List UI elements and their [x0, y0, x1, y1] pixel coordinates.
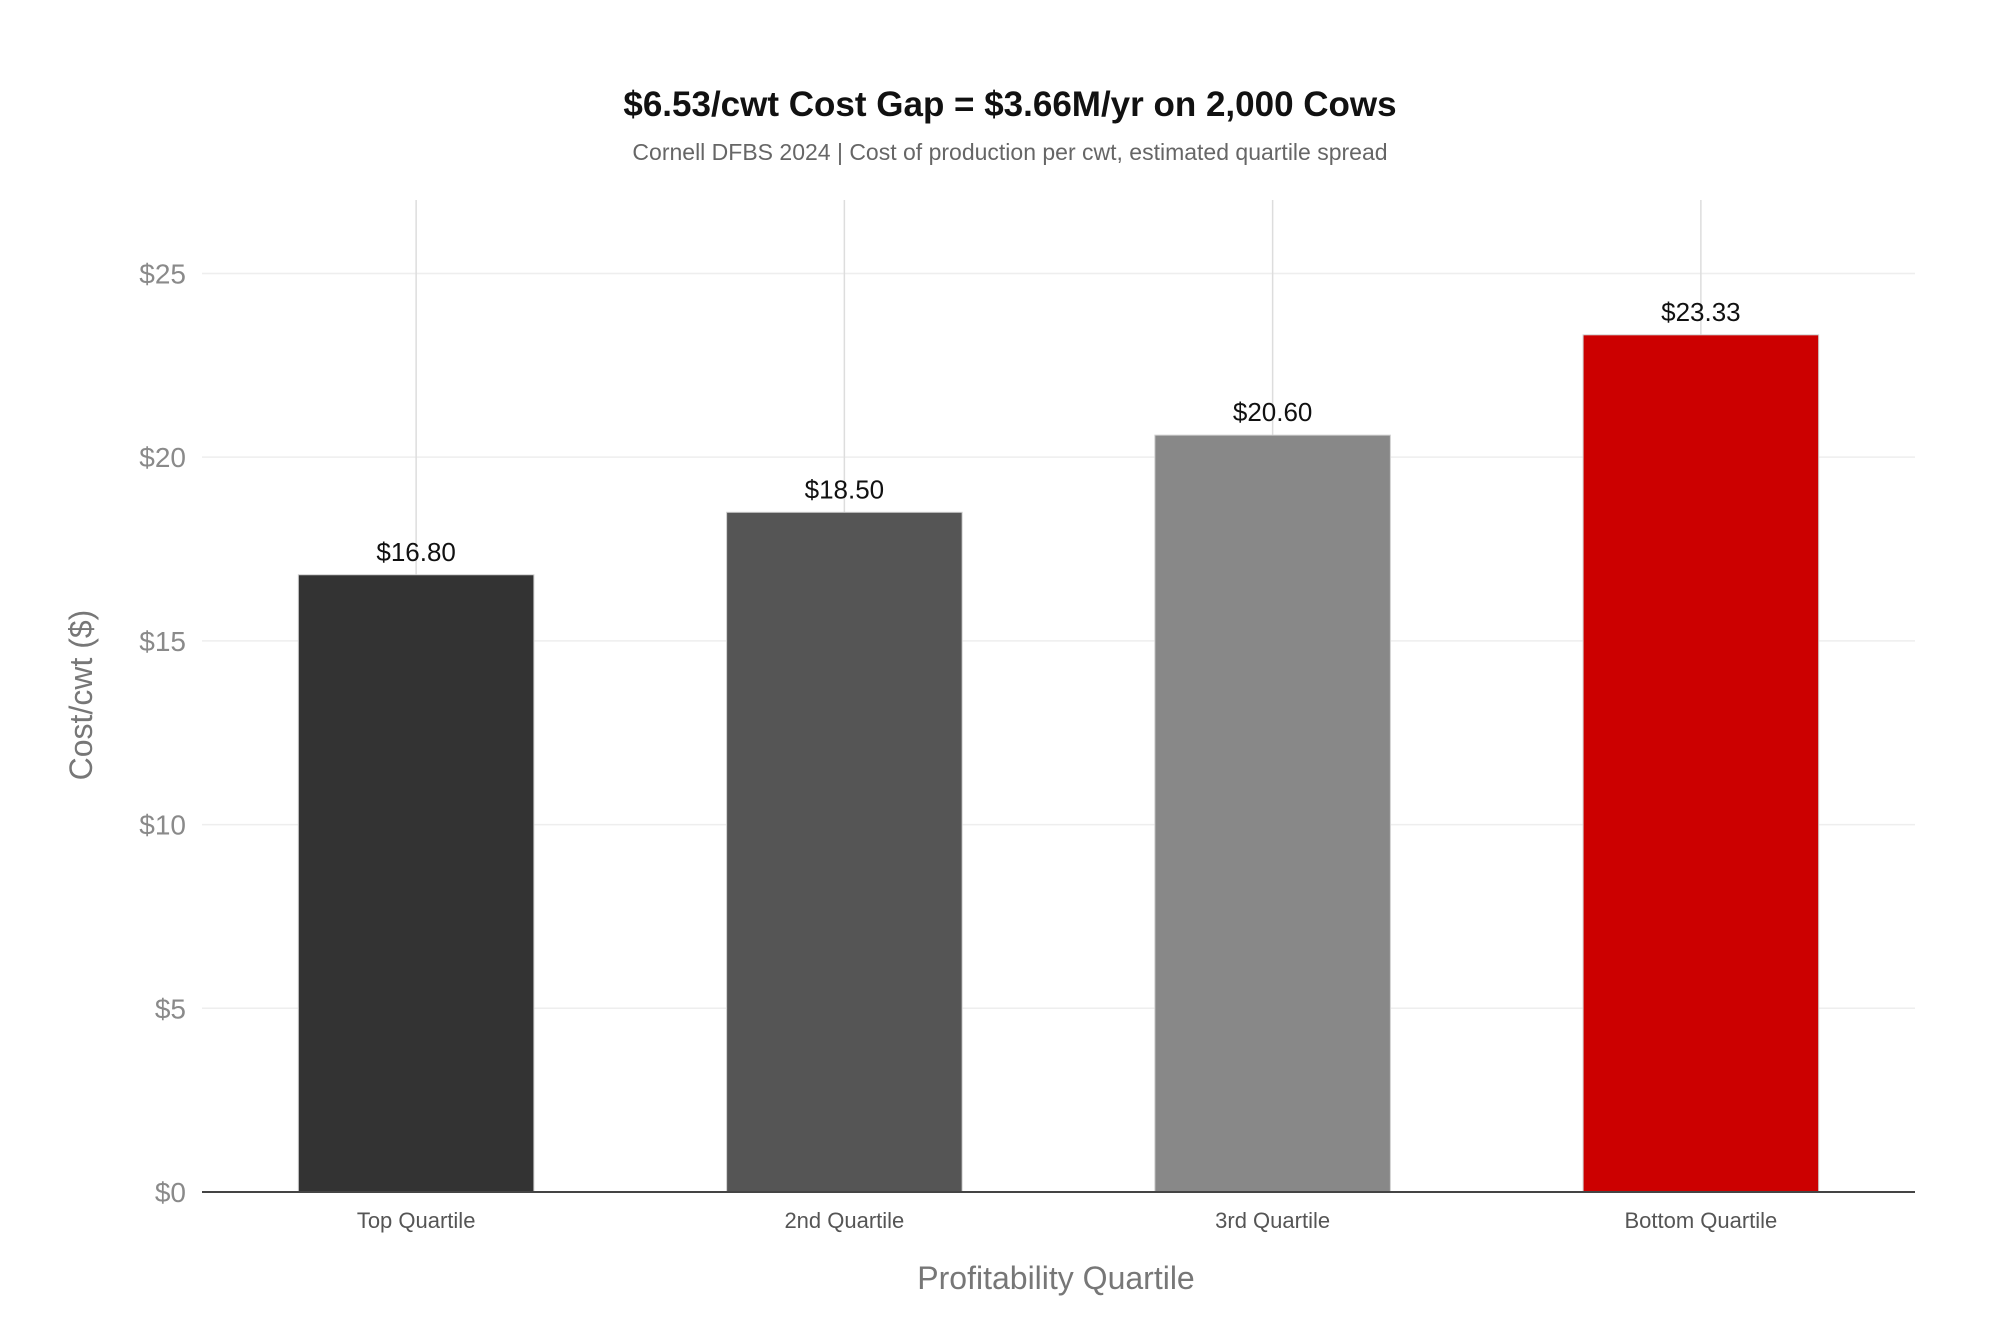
- x-tick-label: Bottom Quartile: [1624, 1208, 1777, 1233]
- bar-2: [726, 511, 963, 1193]
- y-tick-label: $5: [155, 993, 186, 1024]
- x-axis-title: Profitability Quartile: [917, 1260, 1194, 1296]
- y-axis-ticks: $0 $5 $10 $15 $20 $25: [139, 258, 186, 1208]
- bar-3: [1154, 434, 1391, 1193]
- x-axis-ticks: Top Quartile 2nd Quartile 3rd Quartile Bott…: [357, 1208, 1777, 1233]
- y-tick-label: $15: [139, 626, 186, 657]
- data-labels: $16.80 $18.50 $20.60 $23.33: [376, 297, 1740, 567]
- x-tick-label: 3rd Quartile: [1215, 1208, 1330, 1233]
- y-tick-label: $20: [139, 442, 186, 473]
- chart-title: $6.53/cwt Cost Gap = $3.66M/yr on 2,000 …: [623, 85, 1396, 124]
- data-label: $18.50: [805, 474, 885, 504]
- data-label: $20.60: [1233, 397, 1313, 427]
- chart-subtitle: Cornell DFBS 2024 | Cost of production p…: [632, 139, 1387, 165]
- bars: [297, 334, 1820, 1193]
- x-tick-label: 2nd Quartile: [784, 1208, 904, 1233]
- bar-1: [297, 574, 535, 1193]
- y-tick-label: $25: [139, 258, 186, 289]
- bar-4: [1582, 334, 1820, 1193]
- y-tick-label: $10: [139, 810, 186, 841]
- x-tick-label: Top Quartile: [357, 1208, 476, 1233]
- y-tick-label: $0: [155, 1177, 186, 1208]
- data-label: $16.80: [376, 537, 456, 567]
- data-label: $23.33: [1661, 297, 1741, 327]
- y-axis-title: Cost/cwt ($): [63, 610, 99, 781]
